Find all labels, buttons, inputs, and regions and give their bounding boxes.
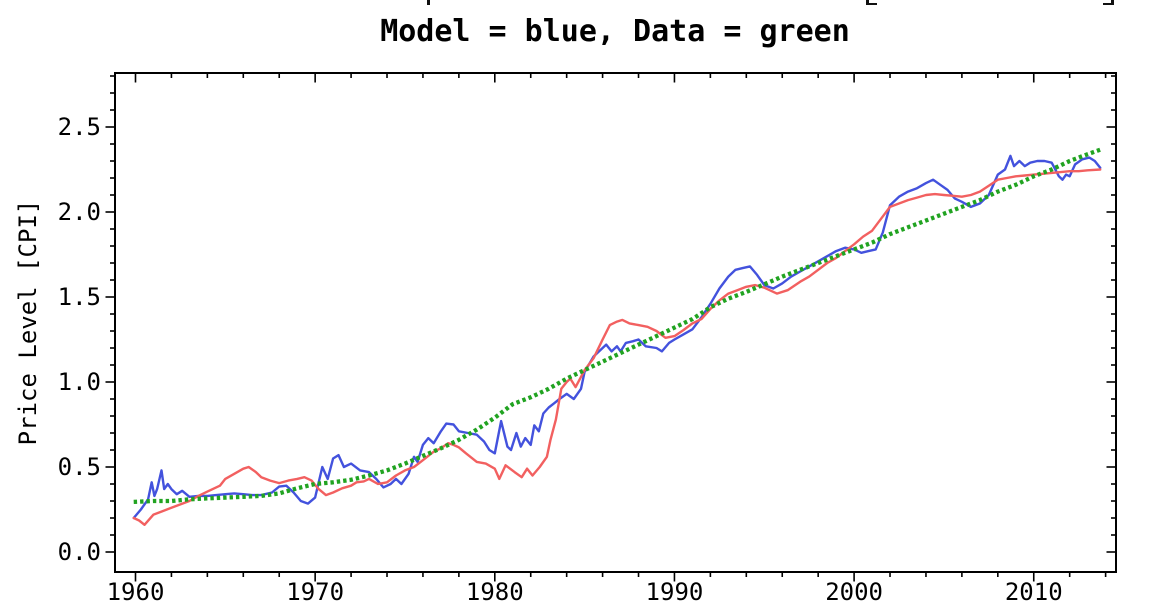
truncated-right-bracket-foot — [1103, 0, 1114, 5]
truncated-title-fragments — [427, 0, 1114, 5]
plot-frame — [114, 72, 1117, 573]
y-axis-label: Price Level [CPI] — [14, 200, 42, 446]
series-line-data_green — [133, 147, 1103, 505]
x-tick-label: 1970 — [286, 578, 344, 605]
tick-label-layer: 1960 1970 1980 1990 2000 2010 0.0 0.5 1.0 1.5 2.0 2… — [58, 113, 1063, 605]
series-line-model_blue — [132, 154, 1102, 520]
y-tick-label: 2.5 — [58, 113, 101, 141]
y-tick-label: 0.5 — [58, 453, 101, 481]
y-tick-label: 0.0 — [58, 538, 101, 566]
series-layer — [132, 147, 1103, 526]
x-tick-label: 1980 — [466, 578, 524, 605]
truncated-glyph-stem — [427, 0, 430, 5]
x-tick-label: 1990 — [646, 578, 704, 605]
series-line-unlabeled_red — [132, 168, 1102, 526]
tick-layer — [105, 73, 1116, 582]
y-tick-label: 1.5 — [58, 283, 101, 311]
y-tick-label: 2.0 — [58, 198, 101, 226]
chart-title: Model = blue, Data = green — [380, 14, 850, 49]
y-tick-label: 1.0 — [58, 368, 101, 396]
x-tick-label: 2000 — [825, 578, 883, 605]
x-tick-label: 2010 — [1005, 578, 1063, 605]
truncated-left-bracket-foot — [866, 0, 877, 5]
x-tick-label: 1960 — [107, 578, 165, 605]
